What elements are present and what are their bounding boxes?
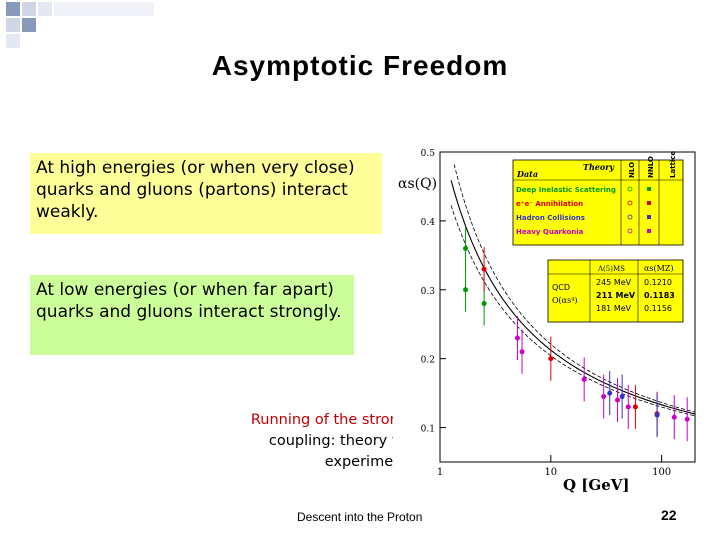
theory-curve [450, 205, 696, 417]
caption-line-2: coupling: theory vs [268, 433, 408, 449]
x-tick-label: 10 [544, 467, 557, 478]
legend-qcd: QCD [552, 283, 570, 292]
legend-alpha-value: 0.1183 [644, 291, 675, 300]
legend-alpha-value: 0.1210 [644, 278, 672, 287]
legend-alpha-value: 0.1156 [644, 304, 672, 313]
data-point [548, 356, 554, 362]
data-point [481, 301, 487, 307]
x-axis-label: Q [GeV] [563, 476, 629, 494]
legend-col-lambda: Λ(5)MS [597, 265, 625, 273]
legend-nlo-marker [627, 228, 633, 234]
legend-nnlo-marker [647, 187, 651, 191]
legend-lambda-value: 211 MeV [596, 291, 636, 300]
theory-curve [453, 164, 696, 413]
y-tick-label: 0.5 [421, 149, 436, 159]
legend-row-label: Hadron Collisions [516, 214, 585, 222]
data-point [625, 404, 631, 410]
legend-col-nlo: NLO [628, 162, 636, 178]
legend-bottom-box [547, 259, 684, 323]
x-tick-label: 1 [437, 467, 443, 478]
legend-nlo-marker [627, 214, 633, 220]
legend-theory-header: Theory [583, 162, 615, 172]
data-point [671, 414, 677, 420]
legend-col-nnlo: NNLO [647, 156, 655, 178]
data-point [514, 335, 520, 341]
footer-text: Descent into the Proton [297, 510, 423, 524]
y-tick-label: 0.2 [421, 356, 435, 366]
high-energy-box: At high energies (or when very close) qu… [30, 153, 382, 234]
legend-nnlo-marker [647, 215, 651, 219]
data-point [601, 394, 607, 400]
alpha-s-plot: αs(Q) 0.5 0.4 0.3 0.2 0.1 1 10 100 Q [GeV] Dat… [393, 140, 700, 497]
y-tick-label: 0.3 [421, 287, 436, 297]
legend-row-label: Heavy Quarkonia [516, 228, 584, 236]
page-number: 22 [661, 507, 677, 523]
legend-row-label: Deep Inelastic Scattering [516, 186, 616, 194]
legend-nnlo-marker [647, 201, 651, 205]
legend-col-alpha: αs(MZ) [644, 264, 674, 273]
data-point [607, 390, 613, 396]
legend-order: O(αs⁴) [552, 296, 578, 305]
data-point [463, 287, 469, 293]
low-energy-box: At low energies (or when far apart) quar… [30, 275, 354, 355]
legend-lambda-value: 245 MeV [596, 278, 632, 287]
slide-title: Asymptotic Freedom [211, 50, 509, 81]
data-point [519, 349, 525, 355]
data-point [619, 394, 625, 400]
legend-lambda-value: 181 MeV [596, 304, 632, 313]
data-point [615, 397, 621, 403]
data-point [684, 416, 690, 422]
theory-curve [450, 180, 696, 415]
legend-nlo-marker [627, 200, 633, 206]
legend-top-box [512, 159, 684, 246]
x-tick-label: 100 [652, 467, 671, 478]
legend-nnlo-marker [647, 229, 651, 233]
y-axis-label: αs(Q) [398, 176, 437, 192]
corner-decoration [6, 2, 154, 48]
y-tick-label: 0.1 [421, 425, 435, 435]
caption-line-1: Running of the strong [250, 412, 408, 428]
data-point [654, 412, 660, 418]
data-point [581, 376, 587, 382]
legend-col-lattice: Lattice [669, 151, 677, 178]
data-point [632, 404, 638, 410]
legend-row-label: e⁺e⁻ Annihilation [516, 200, 583, 208]
y-tick-label: 0.4 [421, 218, 436, 228]
plot-frame [439, 151, 696, 463]
legend-nlo-marker [627, 186, 633, 192]
caption-line-3: experiment [324, 454, 408, 470]
data-point [463, 245, 469, 251]
data-point [481, 266, 487, 272]
figure-caption: Running of the strong coupling: theory v… [208, 410, 408, 473]
legend-data-header: Data [516, 169, 538, 179]
